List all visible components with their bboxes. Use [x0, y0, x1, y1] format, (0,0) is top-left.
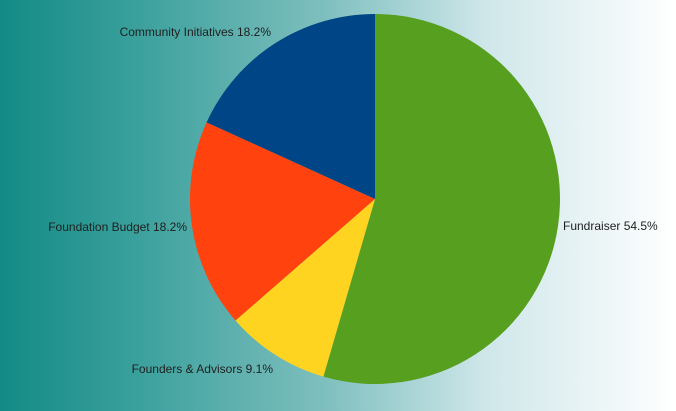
label-fundraiser: Fundraiser 54.5% [563, 219, 658, 233]
pie-slice-founders-advisors [235, 199, 375, 377]
pie-slice-community-initiatives [206, 14, 375, 199]
label-foundation-budget: Foundation Budget 18.2% [48, 220, 187, 234]
pie-slice-foundation-budget [190, 122, 375, 321]
label-community-initiatives: Community Initiatives 18.2% [120, 25, 272, 39]
pie-slices [190, 14, 560, 384]
pie-slice-fundraiser [323, 14, 560, 384]
label-founders-advisors: Founders & Advisors 9.1% [132, 362, 274, 376]
